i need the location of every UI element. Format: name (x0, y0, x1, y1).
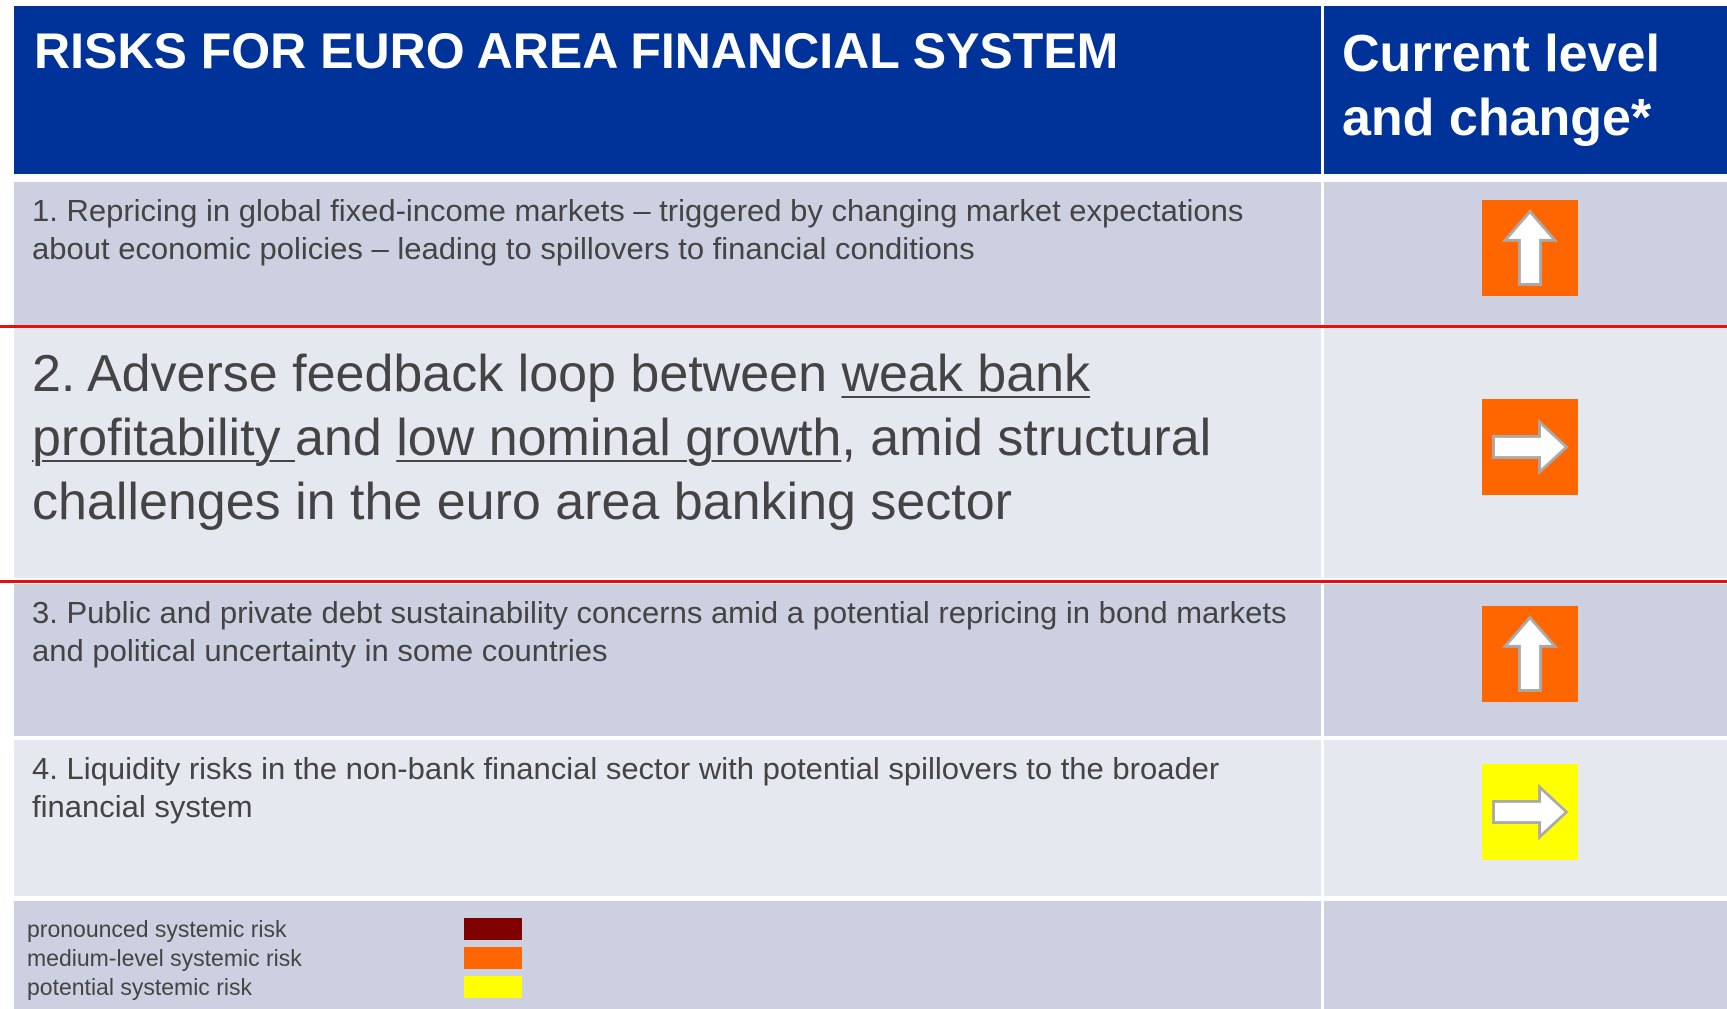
row-text: 3. Public and private debt sustainabilit… (14, 584, 1321, 736)
highlight-line (0, 580, 1727, 583)
legend-label: pronounced systemic risk (27, 916, 287, 942)
text-part: low nominal growth (396, 409, 842, 467)
text-part: , amid structural challenges in the euro… (32, 409, 1212, 531)
level-arrow (1482, 606, 1578, 702)
level-arrow (1482, 199, 1578, 296)
legend-swatch (464, 918, 522, 940)
legend-label: potential systemic risk (27, 974, 252, 1000)
legend-cell (1324, 901, 1727, 1009)
text-part: and (295, 409, 397, 467)
row-text: 2. Adverse feedback loop between weak ba… (14, 328, 1321, 578)
text-part: weak bank profitability (32, 345, 1091, 467)
level-arrow (1482, 764, 1578, 860)
header-column: Current level and change* (1324, 6, 1727, 174)
arrow-shape (1501, 615, 1559, 692)
legend-swatch (464, 976, 522, 998)
row-text: 4. Liquidity risks in the non-bank finan… (14, 740, 1321, 896)
legend-swatch (464, 947, 522, 969)
row-text: 1. Repricing in global fixed-income mark… (14, 182, 1321, 325)
legend-label: medium-level systemic risk (27, 945, 302, 971)
header-title: RISKS FOR EURO AREA FINANCIAL SYSTEM (14, 6, 1321, 174)
highlight-line (0, 325, 1727, 328)
arrow-shape (1492, 783, 1569, 841)
legend-cell (14, 901, 1321, 1009)
arrow-shape (1501, 208, 1559, 286)
text-part: 2. Adverse feedback loop between (32, 345, 842, 403)
level-arrow (1482, 399, 1578, 495)
arrow-shape (1492, 418, 1569, 476)
